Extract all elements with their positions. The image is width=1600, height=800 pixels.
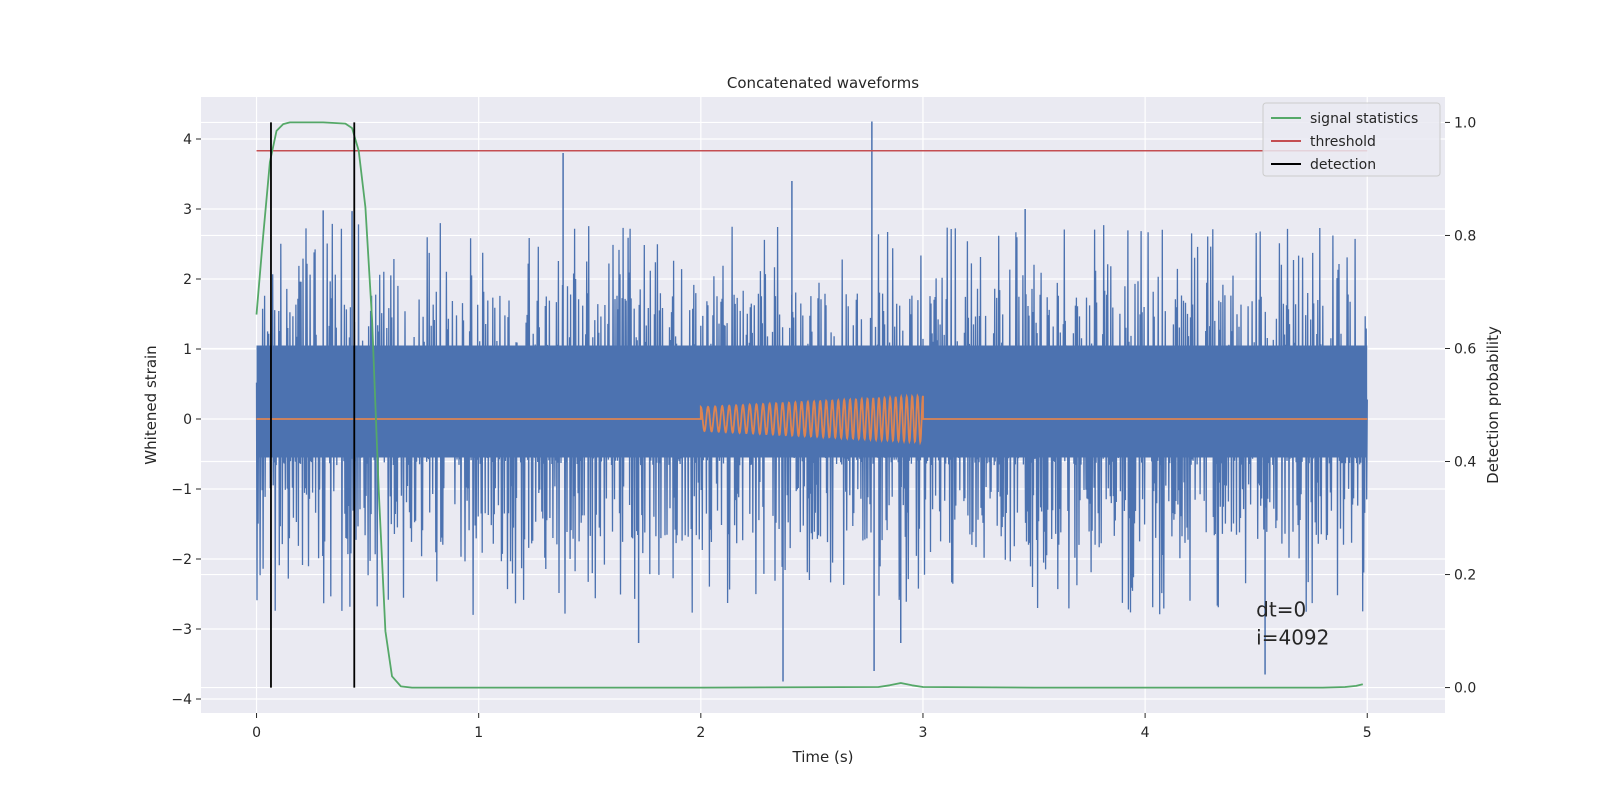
x-tick-label: 3 (919, 725, 928, 741)
y-right-tick-label: 0.0 (1454, 681, 1476, 697)
chart-title: Concatenated waveforms (727, 74, 919, 92)
y-axis-label: Whitened strain (142, 345, 160, 464)
plot-area (255, 121, 1368, 689)
y-right-tick-label: 0.6 (1454, 341, 1476, 357)
signal-statistics-line (255, 121, 1364, 689)
x-tick-label: 5 (1363, 725, 1372, 741)
strain-series-line (255, 223, 1368, 615)
y-tick-label: 0 (183, 412, 192, 428)
y-right-tick-label: 1.0 (1454, 115, 1476, 131)
y-right-tick-label: 0.4 (1454, 455, 1476, 471)
injected-signal-line (256, 393, 1368, 446)
x-tick-label: 4 (1141, 725, 1150, 741)
y-tick-label: 4 (183, 132, 192, 148)
y-tick-label: 1 (183, 342, 192, 358)
annotation-text: dt=0 (1256, 597, 1306, 621)
y-right-tick-label: 0.2 (1454, 568, 1476, 584)
x-tick-label: 2 (696, 725, 705, 741)
y-tick-label: 3 (183, 202, 192, 218)
strain-series-core (256, 345, 1368, 458)
x-axis-label: Time (s) (792, 748, 854, 766)
y-tick-label: −3 (171, 622, 192, 638)
x-tick-label: 1 (474, 725, 483, 741)
y-axis-right-label: Detection probability (1484, 326, 1502, 484)
y-axis-left-ticks: −4 −3 −2 −1 0 1 2 3 4 (171, 132, 201, 708)
legend-label-detection: detection (1310, 157, 1376, 173)
x-tick-label: 0 (252, 725, 261, 741)
y-tick-label: −4 (171, 692, 192, 708)
legend-label-signal-statistics: signal statistics (1310, 111, 1418, 127)
y-tick-label: −1 (171, 482, 192, 498)
x-axis-ticks: 0 1 2 3 4 5 (252, 713, 1372, 741)
annotation-text: i=4092 (1256, 625, 1329, 649)
y-axis-right-ticks: 0.0 0.2 0.4 0.6 0.8 1.0 (1445, 115, 1476, 697)
y-right-tick-label: 0.8 (1454, 228, 1476, 244)
legend-box (1262, 102, 1441, 177)
annotations: dt=0 i=4092 (1256, 597, 1329, 649)
legend-label-threshold: threshold (1310, 134, 1376, 150)
y-tick-label: 2 (183, 272, 192, 288)
legend: signal statistics threshold detection (1262, 102, 1441, 177)
y-tick-label: −2 (171, 552, 192, 568)
